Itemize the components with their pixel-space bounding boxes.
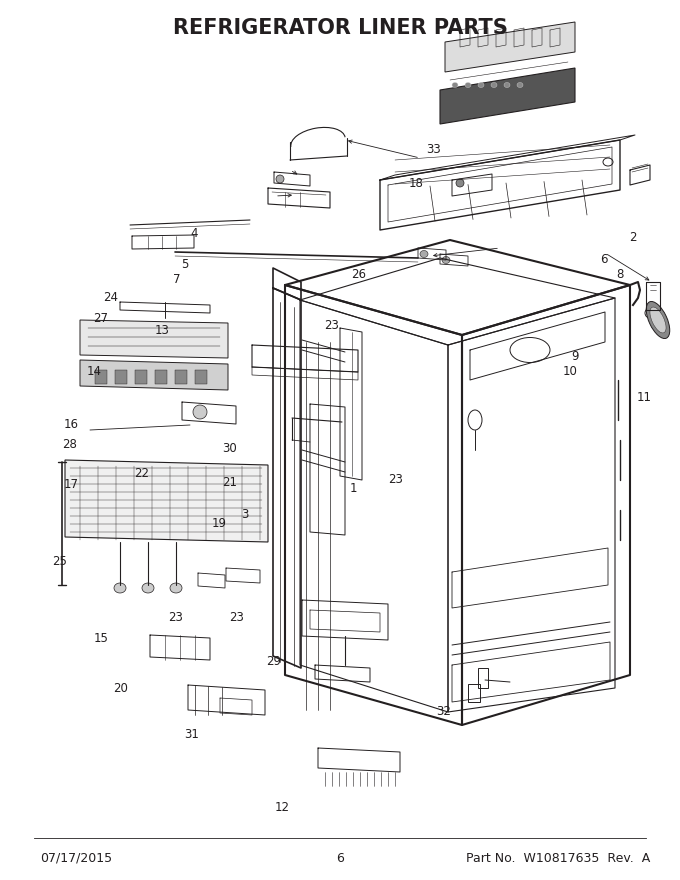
Ellipse shape: [646, 302, 670, 339]
Text: 6: 6: [600, 253, 608, 266]
Ellipse shape: [517, 83, 523, 87]
Text: 23: 23: [229, 612, 244, 624]
Text: 22: 22: [134, 467, 149, 480]
Polygon shape: [80, 320, 228, 358]
Bar: [155, 370, 167, 384]
Text: 29: 29: [266, 656, 281, 668]
Polygon shape: [80, 360, 228, 390]
Text: 18: 18: [409, 177, 424, 189]
Bar: [468, 684, 480, 702]
Ellipse shape: [452, 83, 458, 87]
Text: 1: 1: [350, 482, 358, 495]
Ellipse shape: [456, 179, 464, 187]
Text: 27: 27: [93, 312, 108, 325]
Text: 20: 20: [114, 682, 129, 694]
Ellipse shape: [504, 83, 510, 87]
Text: 14: 14: [86, 365, 101, 378]
Text: 6: 6: [336, 852, 344, 864]
Text: Part No.  W10817635  Rev.  A: Part No. W10817635 Rev. A: [466, 852, 650, 864]
Text: 21: 21: [222, 476, 237, 488]
Bar: [135, 370, 147, 384]
Text: 15: 15: [93, 632, 108, 644]
Bar: [175, 370, 187, 384]
Text: 7: 7: [173, 274, 181, 286]
Bar: [478, 668, 488, 688]
Text: 33: 33: [426, 143, 441, 156]
Text: 30: 30: [222, 443, 237, 455]
Ellipse shape: [193, 405, 207, 419]
Ellipse shape: [142, 583, 154, 593]
Text: 07/17/2015: 07/17/2015: [40, 852, 112, 864]
Ellipse shape: [465, 83, 471, 87]
Text: 3: 3: [241, 509, 248, 521]
Text: 13: 13: [154, 324, 169, 336]
Bar: [195, 370, 207, 384]
Polygon shape: [440, 68, 575, 124]
Ellipse shape: [491, 83, 497, 87]
Text: 23: 23: [388, 473, 403, 486]
Text: 32: 32: [436, 705, 451, 717]
Text: 17: 17: [64, 478, 79, 490]
Text: 5: 5: [182, 258, 188, 270]
Text: 11: 11: [637, 392, 652, 404]
Ellipse shape: [170, 583, 182, 593]
Text: 23: 23: [168, 612, 183, 624]
Text: 10: 10: [562, 365, 577, 378]
Polygon shape: [445, 22, 575, 72]
Ellipse shape: [442, 256, 450, 263]
Text: 9: 9: [571, 350, 579, 363]
Text: 19: 19: [211, 517, 226, 530]
Ellipse shape: [420, 251, 428, 258]
Text: 23: 23: [324, 319, 339, 332]
Ellipse shape: [478, 83, 484, 87]
Text: 26: 26: [352, 268, 367, 281]
Ellipse shape: [114, 583, 126, 593]
Text: 24: 24: [103, 291, 118, 304]
Text: 8: 8: [617, 268, 624, 281]
Text: 16: 16: [64, 418, 79, 430]
Ellipse shape: [276, 175, 284, 183]
Text: 28: 28: [62, 438, 77, 451]
Ellipse shape: [650, 307, 666, 333]
Text: 4: 4: [190, 227, 198, 239]
Bar: [95, 370, 107, 384]
Text: 25: 25: [52, 555, 67, 568]
Text: 31: 31: [184, 729, 199, 741]
Text: REFRIGERATOR LINER PARTS: REFRIGERATOR LINER PARTS: [173, 18, 507, 38]
Text: 2: 2: [628, 231, 636, 244]
Bar: [115, 370, 127, 384]
Text: 12: 12: [275, 802, 290, 814]
Polygon shape: [65, 460, 268, 542]
